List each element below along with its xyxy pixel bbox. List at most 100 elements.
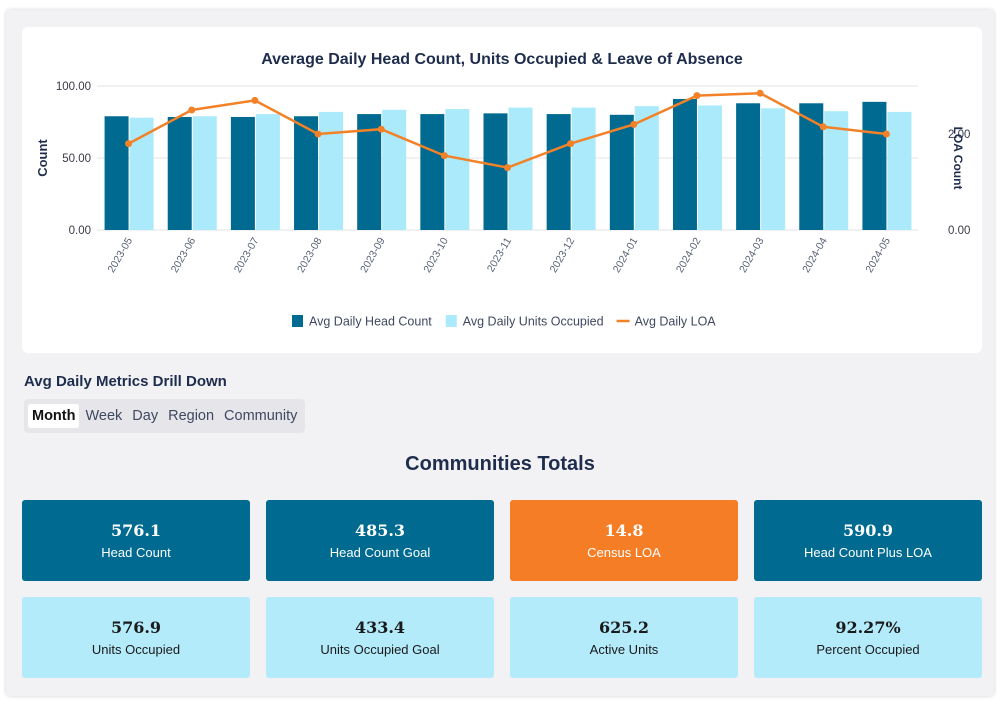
y2-axis-label: LOA Count <box>951 127 965 190</box>
metric-label: Head Count <box>101 545 171 560</box>
combo-chart: Average Daily Head Count, Units Occupied… <box>35 51 970 329</box>
point-loa <box>504 164 511 172</box>
x-tick-label: 2024-01 <box>611 235 641 275</box>
x-tick-label: 2024-02 <box>674 235 704 275</box>
totals-cards: 576.1 Head Count 485.3 Head Count Goal 1… <box>22 500 982 678</box>
metric-card-units-occupied-goal: 433.4 Units Occupied Goal <box>266 597 494 678</box>
point-loa <box>440 152 448 160</box>
legend-swatch <box>445 315 457 327</box>
metric-label: Percent Occupied <box>816 642 920 657</box>
point-loa <box>125 140 133 148</box>
metric-value: 14.8 <box>604 521 644 540</box>
x-tick-label: 2023-10 <box>421 235 451 275</box>
metric-card-percent-occupied: 92.27% Percent Occupied <box>754 597 982 678</box>
totals-title: Communities Totals <box>405 453 595 475</box>
metric-value: 576.1 <box>110 521 162 540</box>
point-loa <box>630 120 638 128</box>
point-loa <box>377 125 385 133</box>
metric-card-census-loa: 14.8 Census LOA <box>510 500 738 581</box>
tab-region[interactable]: Region <box>168 408 215 424</box>
point-loa <box>882 130 890 138</box>
bar-head-count <box>799 103 824 230</box>
y-tick-label: 50.00 <box>62 153 91 165</box>
point-loa <box>756 89 764 97</box>
metric-label: Units Occupied Goal <box>320 642 440 657</box>
x-tick-label: 2023-12 <box>548 235 578 275</box>
legend-label: Avg Daily LOA <box>635 315 717 329</box>
bar-head-count <box>167 116 192 230</box>
tab-community[interactable]: Community <box>224 408 298 424</box>
bar-head-count <box>230 116 255 230</box>
bar-units-occupied <box>508 107 533 230</box>
y2-tick-label: 2.00 <box>948 129 970 141</box>
bar-units-occupied <box>129 117 154 230</box>
x-tick-label: 2024-03 <box>737 235 767 275</box>
metric-value: 485.3 <box>354 521 406 540</box>
bar-head-count <box>672 98 697 231</box>
bar-units-occupied <box>761 108 786 230</box>
bar-head-count <box>736 103 761 230</box>
metric-label: Active Units <box>589 642 659 657</box>
metric-card-head-count: 576.1 Head Count <box>22 500 250 581</box>
metric-label: Head Count Goal <box>329 545 431 560</box>
bar-units-occupied <box>445 109 470 230</box>
metric-label: Head Count Plus LOA <box>804 545 932 560</box>
bar-units-occupied <box>255 114 280 230</box>
x-tick-label: 2024-05 <box>863 235 893 275</box>
metric-value: 433.4 <box>354 618 406 637</box>
point-loa <box>188 106 196 114</box>
metric-value: 590.9 <box>842 521 894 540</box>
y2-tick-label: 0.00 <box>948 225 970 237</box>
x-tick-label: 2023-08 <box>295 235 325 275</box>
bar-units-occupied <box>887 111 912 230</box>
y-axis-label: Count <box>35 139 50 177</box>
metric-label: Census LOA <box>587 545 661 560</box>
x-tick-label: 2023-11 <box>485 235 514 274</box>
legend-swatch <box>292 315 303 327</box>
bar-head-count <box>420 114 445 230</box>
bar-units-occupied <box>192 116 217 230</box>
tab-day[interactable]: Day <box>132 408 159 424</box>
bar-head-count <box>357 114 382 230</box>
y-tick-label: 100.00 <box>56 81 91 93</box>
bar-head-count <box>483 113 508 230</box>
bar-units-occupied <box>571 107 596 230</box>
chart-title: Average Daily Head Count, Units Occupied… <box>261 51 743 68</box>
x-tick-label: 2023-06 <box>169 235 199 275</box>
tab-week[interactable]: Week <box>85 408 123 424</box>
x-tick-label: 2023-09 <box>358 235 388 275</box>
chart-card: Average Daily Head Count, Units Occupied… <box>22 27 982 353</box>
bar-head-count <box>862 101 887 230</box>
x-tick-label: 2024-04 <box>800 235 830 275</box>
bar-units-occupied <box>824 111 849 230</box>
point-loa <box>693 92 701 100</box>
metric-card-head-count-goal: 485.3 Head Count Goal <box>266 500 494 581</box>
point-loa <box>314 130 322 138</box>
drilldown-tabs: Month Week Day Region Community <box>24 399 306 433</box>
bar-head-count <box>546 114 571 230</box>
y-tick-label: 0.00 <box>69 225 91 237</box>
metric-label: Units Occupied <box>91 642 181 657</box>
bar-units-occupied <box>382 109 407 230</box>
drilldown-title: Avg Daily Metrics Drill Down <box>24 373 227 390</box>
bar-head-count <box>294 116 319 230</box>
x-tick-label: 2023-05 <box>106 235 136 275</box>
point-loa <box>567 140 575 148</box>
bar-head-count <box>104 116 129 230</box>
metric-card-units-occupied: 576.9 Units Occupied <box>22 597 250 678</box>
bar-units-occupied <box>697 105 722 230</box>
point-loa <box>251 96 259 104</box>
tab-month[interactable]: Month <box>28 404 80 428</box>
metric-value: 576.9 <box>110 618 162 637</box>
legend-label: Avg Daily Head Count <box>309 315 432 329</box>
bar-units-occupied <box>319 111 344 230</box>
metric-value: 92.27% <box>835 618 901 637</box>
metric-value: 625.2 <box>598 618 650 637</box>
x-tick-label: 2023-07 <box>232 235 262 275</box>
bar-units-occupied <box>634 106 659 230</box>
metric-card-active-units: 625.2 Active Units <box>510 597 738 678</box>
legend-label: Avg Daily Units Occupied <box>463 315 604 329</box>
bar-head-count <box>609 114 634 230</box>
metric-card-head-count-plus-loa: 590.9 Head Count Plus LOA <box>754 500 982 581</box>
point-loa <box>819 123 827 131</box>
